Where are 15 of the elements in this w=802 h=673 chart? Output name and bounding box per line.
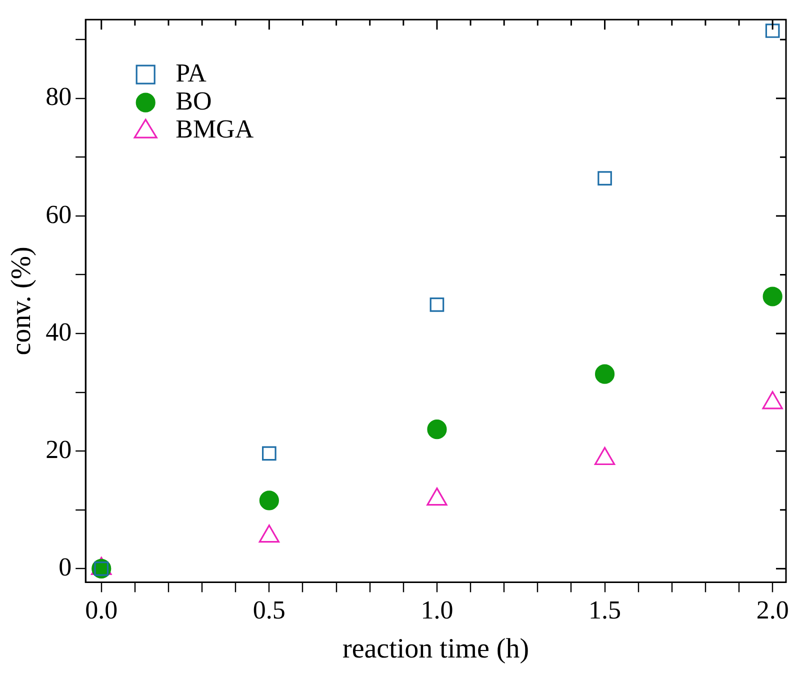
y-tick-label: 60 — [46, 200, 72, 229]
legend-label: BMGA — [176, 114, 254, 144]
x-tick-label: 2.0 — [756, 596, 789, 625]
x-axis-title: reaction time (h) — [342, 634, 530, 665]
y-axis-title: conv. (%) — [6, 246, 38, 356]
y-tick-label: 20 — [46, 434, 72, 464]
y-tick-label: 40 — [46, 317, 72, 346]
x-tick-label: 1.0 — [420, 596, 454, 625]
x-tick-label: 1.5 — [588, 596, 622, 625]
x-tick-label: 0.5 — [252, 596, 286, 625]
legend-label: PA — [176, 58, 207, 88]
y-tick-label: 80 — [46, 82, 72, 112]
x-tick-label: 0.0 — [85, 596, 118, 625]
legend-label: BO — [176, 86, 212, 116]
y-tick-label: 0 — [58, 552, 72, 582]
